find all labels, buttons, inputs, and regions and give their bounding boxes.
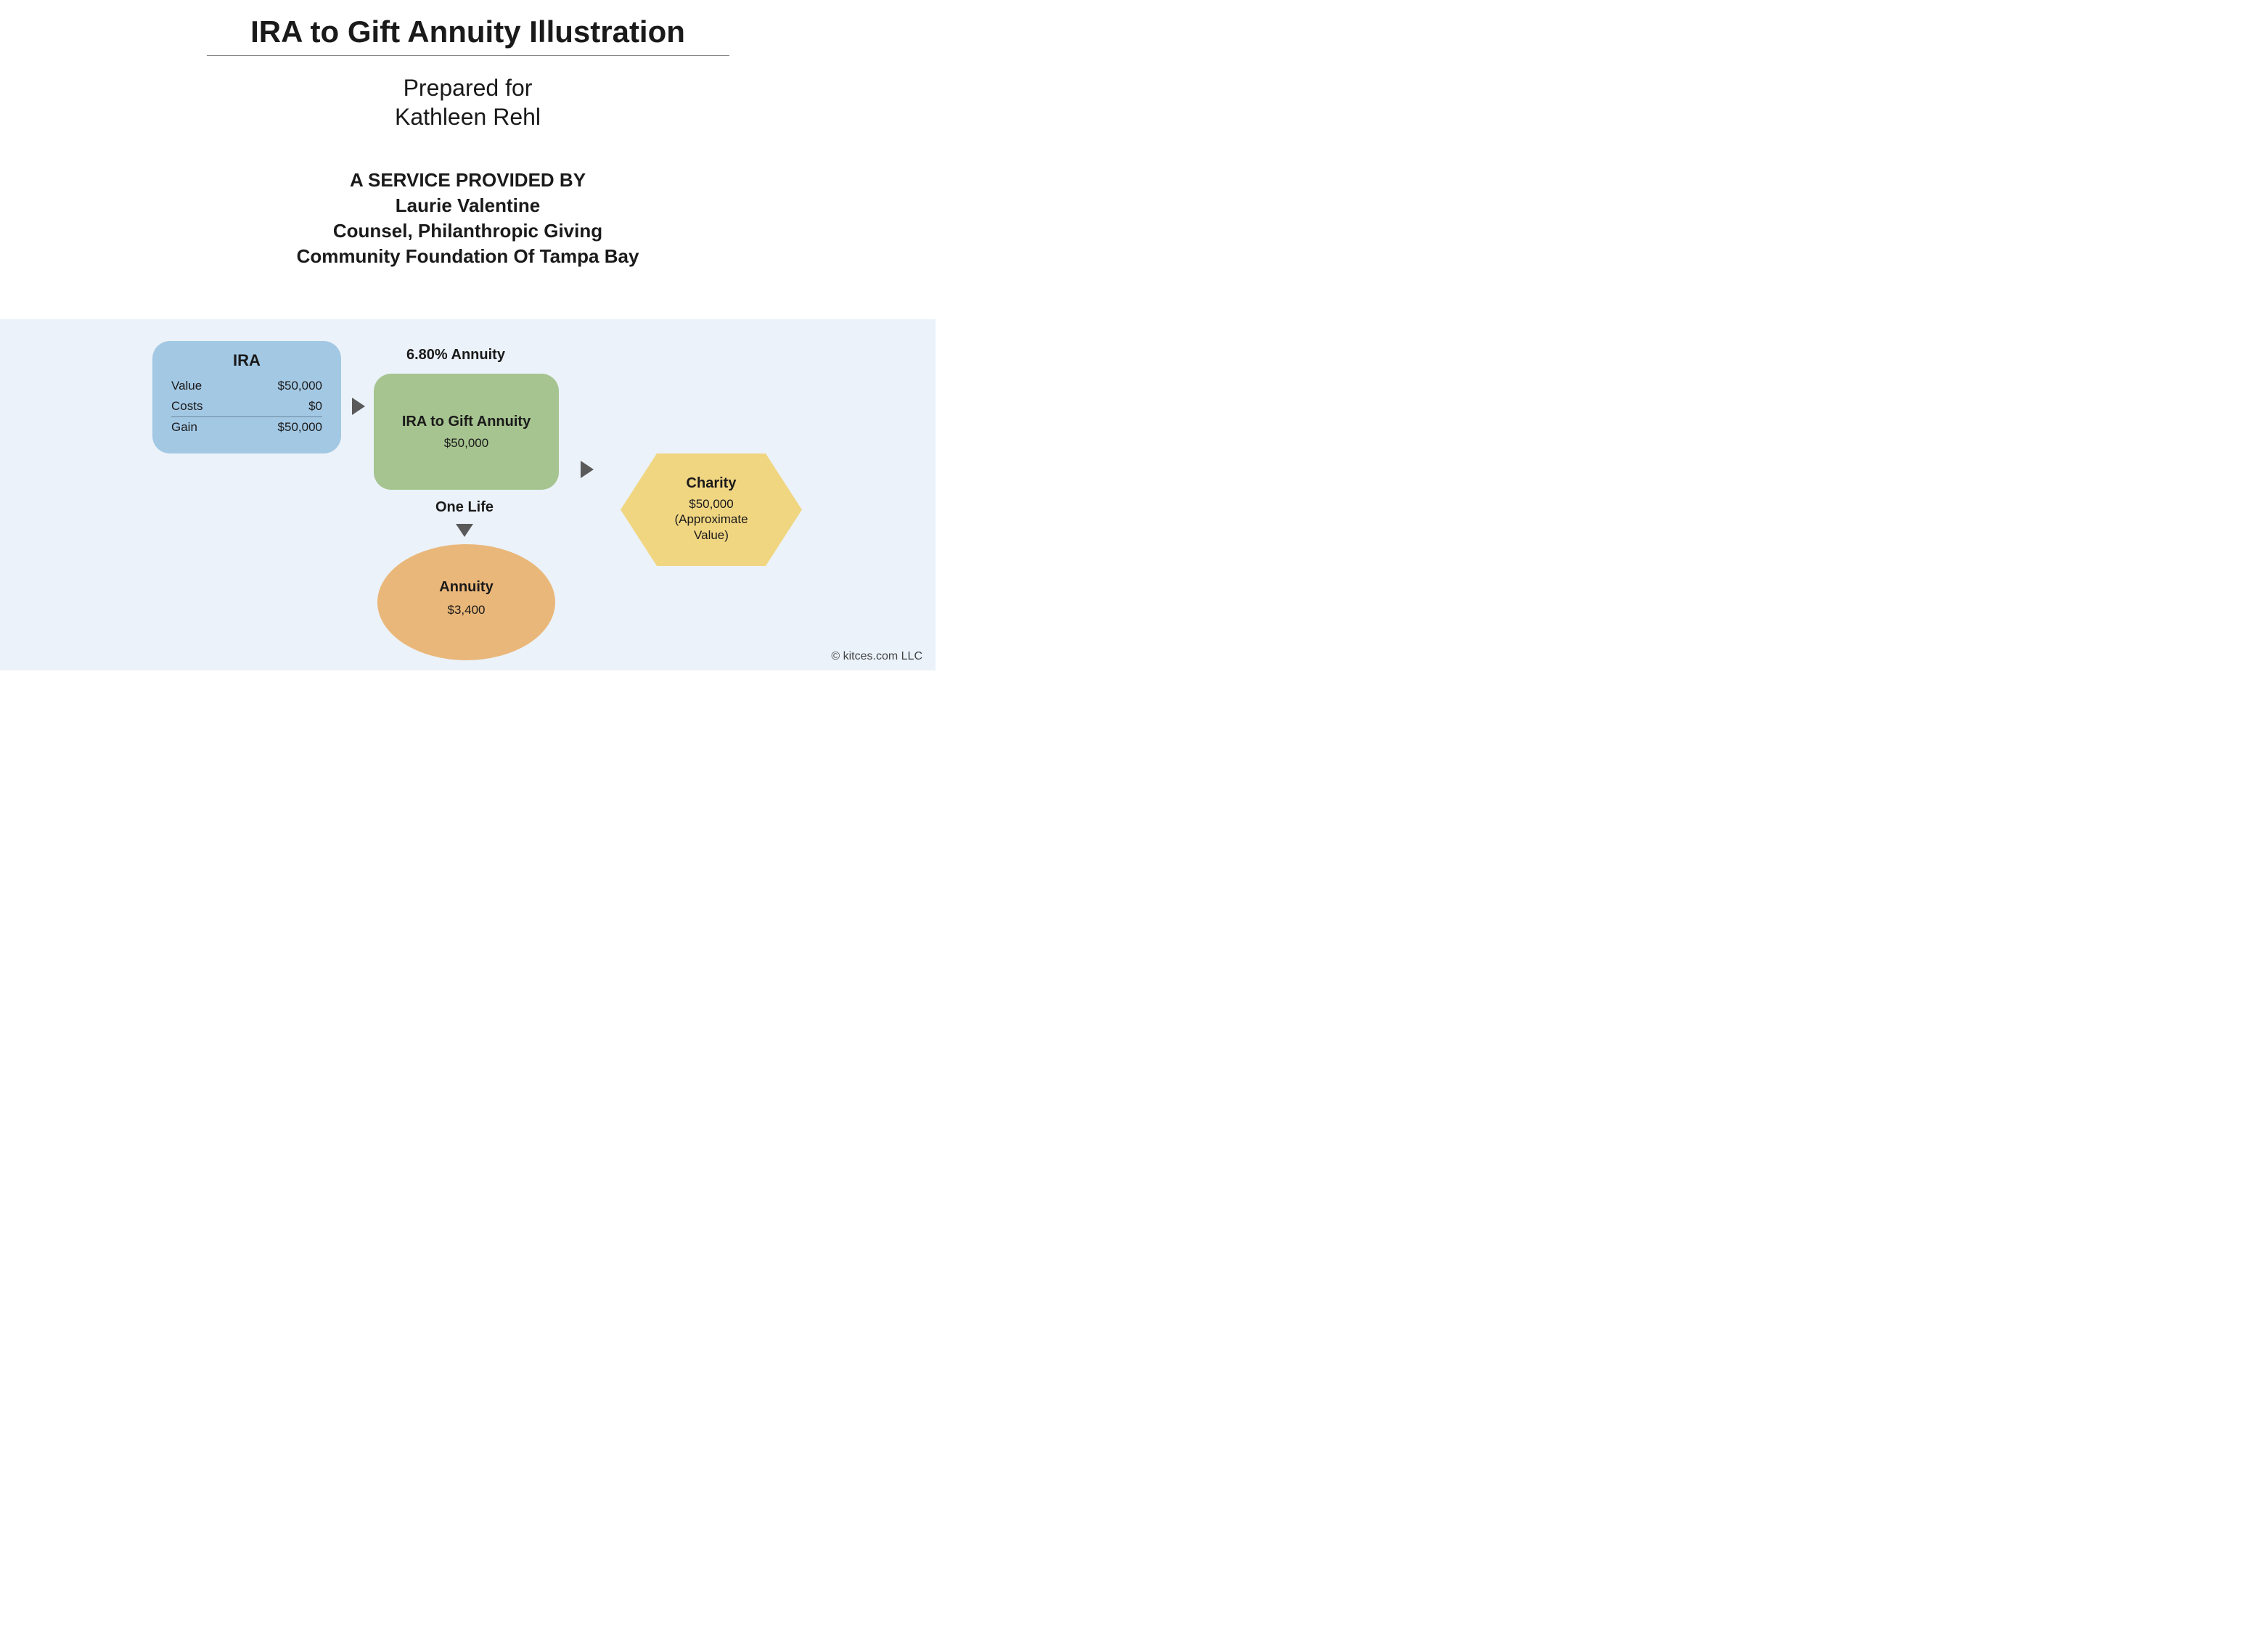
- service-provider-block: A SERVICE PROVIDED BY Laurie Valentine C…: [0, 168, 936, 269]
- page-title: IRA to Gift Annuity Illustration: [207, 15, 729, 56]
- annuity-rate-label: 6.80% Annuity: [406, 347, 505, 364]
- ira-row-label: Gain: [171, 417, 234, 438]
- flowchart-area: IRA Value $50,000 Costs $0 Gain $50,000 …: [0, 319, 936, 670]
- one-life-label: One Life: [435, 499, 494, 516]
- copyright-text: © kitces.com LLC: [831, 650, 922, 663]
- annuity-title: Annuity: [377, 579, 555, 596]
- ira-node: IRA Value $50,000 Costs $0 Gain $50,000: [152, 341, 341, 453]
- charity-detail: $50,000 (Approximate Value): [621, 496, 802, 543]
- prepared-name: Kathleen Rehl: [0, 102, 936, 131]
- prepared-label: Prepared for: [0, 73, 936, 102]
- charity-title: Charity: [621, 475, 802, 492]
- ira-row-value: $50,000: [234, 376, 322, 396]
- arrow-down-icon: [456, 524, 473, 537]
- service-label: A SERVICE PROVIDED BY: [0, 168, 936, 193]
- ira-title: IRA: [171, 351, 322, 370]
- provider-org: Community Foundation Of Tampa Bay: [0, 244, 936, 269]
- arrow-right-icon: [352, 398, 365, 415]
- ira-row-label: Costs: [171, 396, 234, 417]
- charity-text: Charity $50,000 (Approximate Value): [621, 453, 802, 543]
- ira-row-label: Value: [171, 376, 234, 396]
- provider-name: Laurie Valentine: [0, 193, 936, 218]
- arrow-right-icon: [581, 461, 594, 478]
- table-row: Gain $50,000: [171, 417, 322, 438]
- annuity-amount: $3,400: [377, 603, 555, 617]
- ira-table: Value $50,000 Costs $0 Gain $50,000: [171, 376, 322, 438]
- ira-row-value: $0: [234, 396, 322, 417]
- charity-node: Charity $50,000 (Approximate Value): [621, 453, 802, 566]
- prepared-for-block: Prepared for Kathleen Rehl: [0, 73, 936, 131]
- header-section: IRA to Gift Annuity Illustration Prepare…: [0, 0, 936, 269]
- annuity-node: Annuity $3,400: [377, 544, 555, 660]
- table-row: Costs $0: [171, 396, 322, 417]
- table-row: Value $50,000: [171, 376, 322, 396]
- gift-title: IRA to Gift Annuity: [374, 414, 559, 430]
- gift-annuity-node: IRA to Gift Annuity $50,000: [374, 374, 559, 490]
- ira-row-value: $50,000: [234, 417, 322, 438]
- gift-amount: $50,000: [374, 436, 559, 451]
- provider-title: Counsel, Philanthropic Giving: [0, 218, 936, 244]
